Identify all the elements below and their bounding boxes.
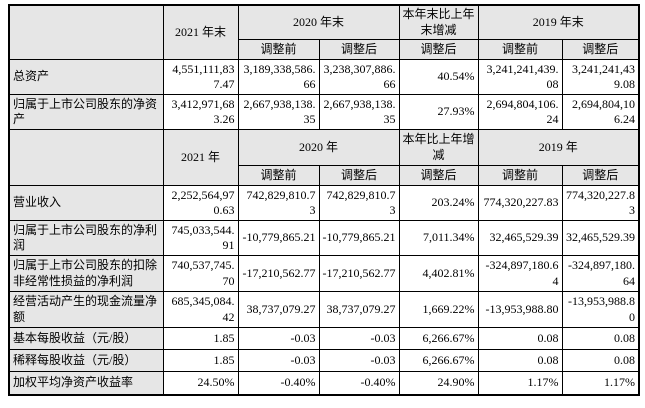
value-cell: 685,345,084.42 [162, 291, 239, 329]
corner-cell-yearend [8, 4, 164, 61]
header-2019-year: 2019 年 [477, 129, 640, 167]
table-row: 调整前 调整后 调整后 调整前 调整后 [9, 39, 640, 61]
row-label-net-profit: 归属于上市公司股东的净利润 [8, 220, 164, 257]
value-cell: 1.17% [477, 371, 563, 396]
subheader-2019-after: 调整后 [561, 165, 640, 187]
value-cell: 2,694,804,106.24 [561, 94, 640, 131]
value-cell: 32,465,529.39 [561, 220, 640, 257]
value-cell: 0.08 [477, 327, 563, 351]
header-2020-year: 2020 年 [237, 129, 400, 167]
row-label-weighted-avg-roe: 加权平均净资产收益率 [8, 371, 164, 396]
value-cell: 0.08 [561, 327, 640, 351]
subheader-2019-before: 调整前 [477, 165, 563, 187]
value-cell: 2,667,938,138.35 [237, 94, 320, 131]
table-row: 2021 年 2020 年 本年比上年增减 2019 年 [8, 129, 640, 187]
row-label-basic-eps: 基本每股收益（元/股） [8, 327, 164, 351]
row-label-diluted-eps: 稀释每股收益（元/股） [8, 349, 164, 373]
value-cell: 24.50% [162, 371, 239, 396]
value-cell: 3,189,338,586.66 [237, 59, 320, 96]
table-row: 归属于上市公司股东的扣除非经常性损益的净利润 740,537,745.70 -1… [8, 255, 640, 293]
value-cell: 3,241,241,439.08 [477, 59, 563, 96]
value-cell: 740,537,745.70 [162, 255, 239, 293]
value-cell: -0.03 [237, 327, 320, 351]
row-label-revenue: 营业收入 [8, 185, 164, 222]
value-cell: 6,266.67% [398, 349, 479, 373]
value-cell: 38,737,079.27 [318, 291, 400, 329]
value-cell: 0.08 [477, 349, 563, 373]
value-cell: -324,897,180.64 [561, 255, 640, 293]
value-cell: 745,033,544.91 [162, 220, 239, 257]
value-cell: -0.03 [318, 327, 400, 351]
subheader-change-after: 调整后 [398, 165, 479, 187]
subheader-2020-before: 调整前 [237, 39, 320, 61]
value-cell: 27.93% [398, 94, 479, 131]
value-cell: -10,779,865.21 [237, 220, 320, 257]
value-cell: 6,266.67% [398, 327, 479, 351]
subheader-2020-before: 调整前 [237, 165, 320, 187]
header-2021-year: 2021 年 [162, 129, 239, 187]
value-cell: 1.85 [162, 327, 239, 351]
value-cell: 2,252,564,970.63 [162, 185, 239, 222]
corner-cell-year [8, 129, 164, 187]
value-cell: 38,737,079.27 [237, 291, 320, 329]
value-cell: -13,953,988.80 [477, 291, 563, 329]
value-cell: -324,897,180.64 [477, 255, 563, 293]
value-cell: 3,238,307,886.66 [318, 59, 400, 96]
value-cell: 774,320,227.83 [477, 185, 563, 222]
table-row: 营业收入 2,252,564,970.63 742,829,810.73 742… [8, 185, 640, 222]
header-2019-yearend: 2019 年末 [477, 4, 640, 41]
value-cell: 1.85 [162, 349, 239, 373]
row-label-net-profit-excl-nonrecurring: 归属于上市公司股东的扣除非经常性损益的净利润 [8, 255, 164, 293]
table-row: 经营活动产生的现金流量净额 685,345,084.42 38,737,079.… [8, 291, 640, 329]
value-cell: -0.03 [237, 349, 320, 373]
table-row: 基本每股收益（元/股） 1.85 -0.03 -0.03 6,266.67% 0… [8, 327, 640, 351]
value-cell: 32,465,529.39 [477, 220, 563, 257]
table-row: 2021 年末 2020 年末 本年末比上年末增减 2019 年末 [8, 4, 640, 61]
value-cell: -0.03 [318, 349, 400, 373]
value-cell: -0.40% [237, 371, 320, 396]
header-yearend-change: 本年末比上年末增减 [398, 4, 479, 41]
value-cell: 3,241,241,439.08 [561, 59, 640, 96]
financial-summary-table: 2021 年末 2020 年末 本年末比上年末增减 2019 年末 调整前 调整… [8, 4, 641, 396]
value-cell: 0.08 [561, 349, 640, 373]
value-cell: 7,011.34% [398, 220, 479, 257]
value-cell: 40.54% [398, 59, 479, 96]
table-row: 归属于上市公司股东的净利润 745,033,544.91 -10,779,865… [8, 220, 640, 257]
value-cell: 203.24% [398, 185, 479, 222]
value-cell: -13,953,988.80 [561, 291, 640, 329]
subheader-change-after: 调整后 [398, 39, 479, 61]
table-row: 总资产 4,551,111,837.47 3,189,338,586.66 3,… [8, 59, 640, 96]
header-2020-yearend: 2020 年末 [237, 4, 400, 41]
table-row: 加权平均净资产收益率 24.50% -0.40% -0.40% 24.90% 1… [8, 371, 640, 396]
value-cell: 2,694,804,106.24 [477, 94, 563, 131]
subheader-2019-before: 调整前 [477, 39, 563, 61]
table-row: 稀释每股收益（元/股） 1.85 -0.03 -0.03 6,266.67% 0… [8, 349, 640, 373]
row-label-total-assets: 总资产 [8, 59, 164, 96]
row-label-net-assets: 归属于上市公司股东的净资产 [8, 94, 164, 131]
header-2021-yearend: 2021 年末 [162, 4, 239, 61]
value-cell: 1,669.22% [398, 291, 479, 329]
value-cell: -17,210,562.77 [318, 255, 400, 293]
value-cell: 774,320,227.83 [561, 185, 640, 222]
value-cell: 742,829,810.73 [237, 185, 320, 222]
value-cell: 4,402.81% [398, 255, 479, 293]
subheader-2020-after: 调整后 [318, 39, 400, 61]
value-cell: -17,210,562.77 [237, 255, 320, 293]
subheader-2019-after: 调整后 [561, 39, 640, 61]
table-row: 归属于上市公司股东的净资产 3,412,971,683.26 2,667,938… [8, 94, 640, 131]
header-year-change: 本年比上年增减 [398, 129, 479, 167]
value-cell: -10,779,865.21 [318, 220, 400, 257]
value-cell: 4,551,111,837.47 [162, 59, 239, 96]
row-label-operating-cash-flow: 经营活动产生的现金流量净额 [8, 291, 164, 329]
value-cell: -0.40% [318, 371, 400, 396]
subheader-2020-after: 调整后 [318, 165, 400, 187]
value-cell: 2,667,938,138.35 [318, 94, 400, 131]
value-cell: 3,412,971,683.26 [162, 94, 239, 131]
value-cell: 742,829,810.73 [318, 185, 400, 222]
value-cell: 24.90% [398, 371, 479, 396]
value-cell: 1.17% [561, 371, 640, 396]
